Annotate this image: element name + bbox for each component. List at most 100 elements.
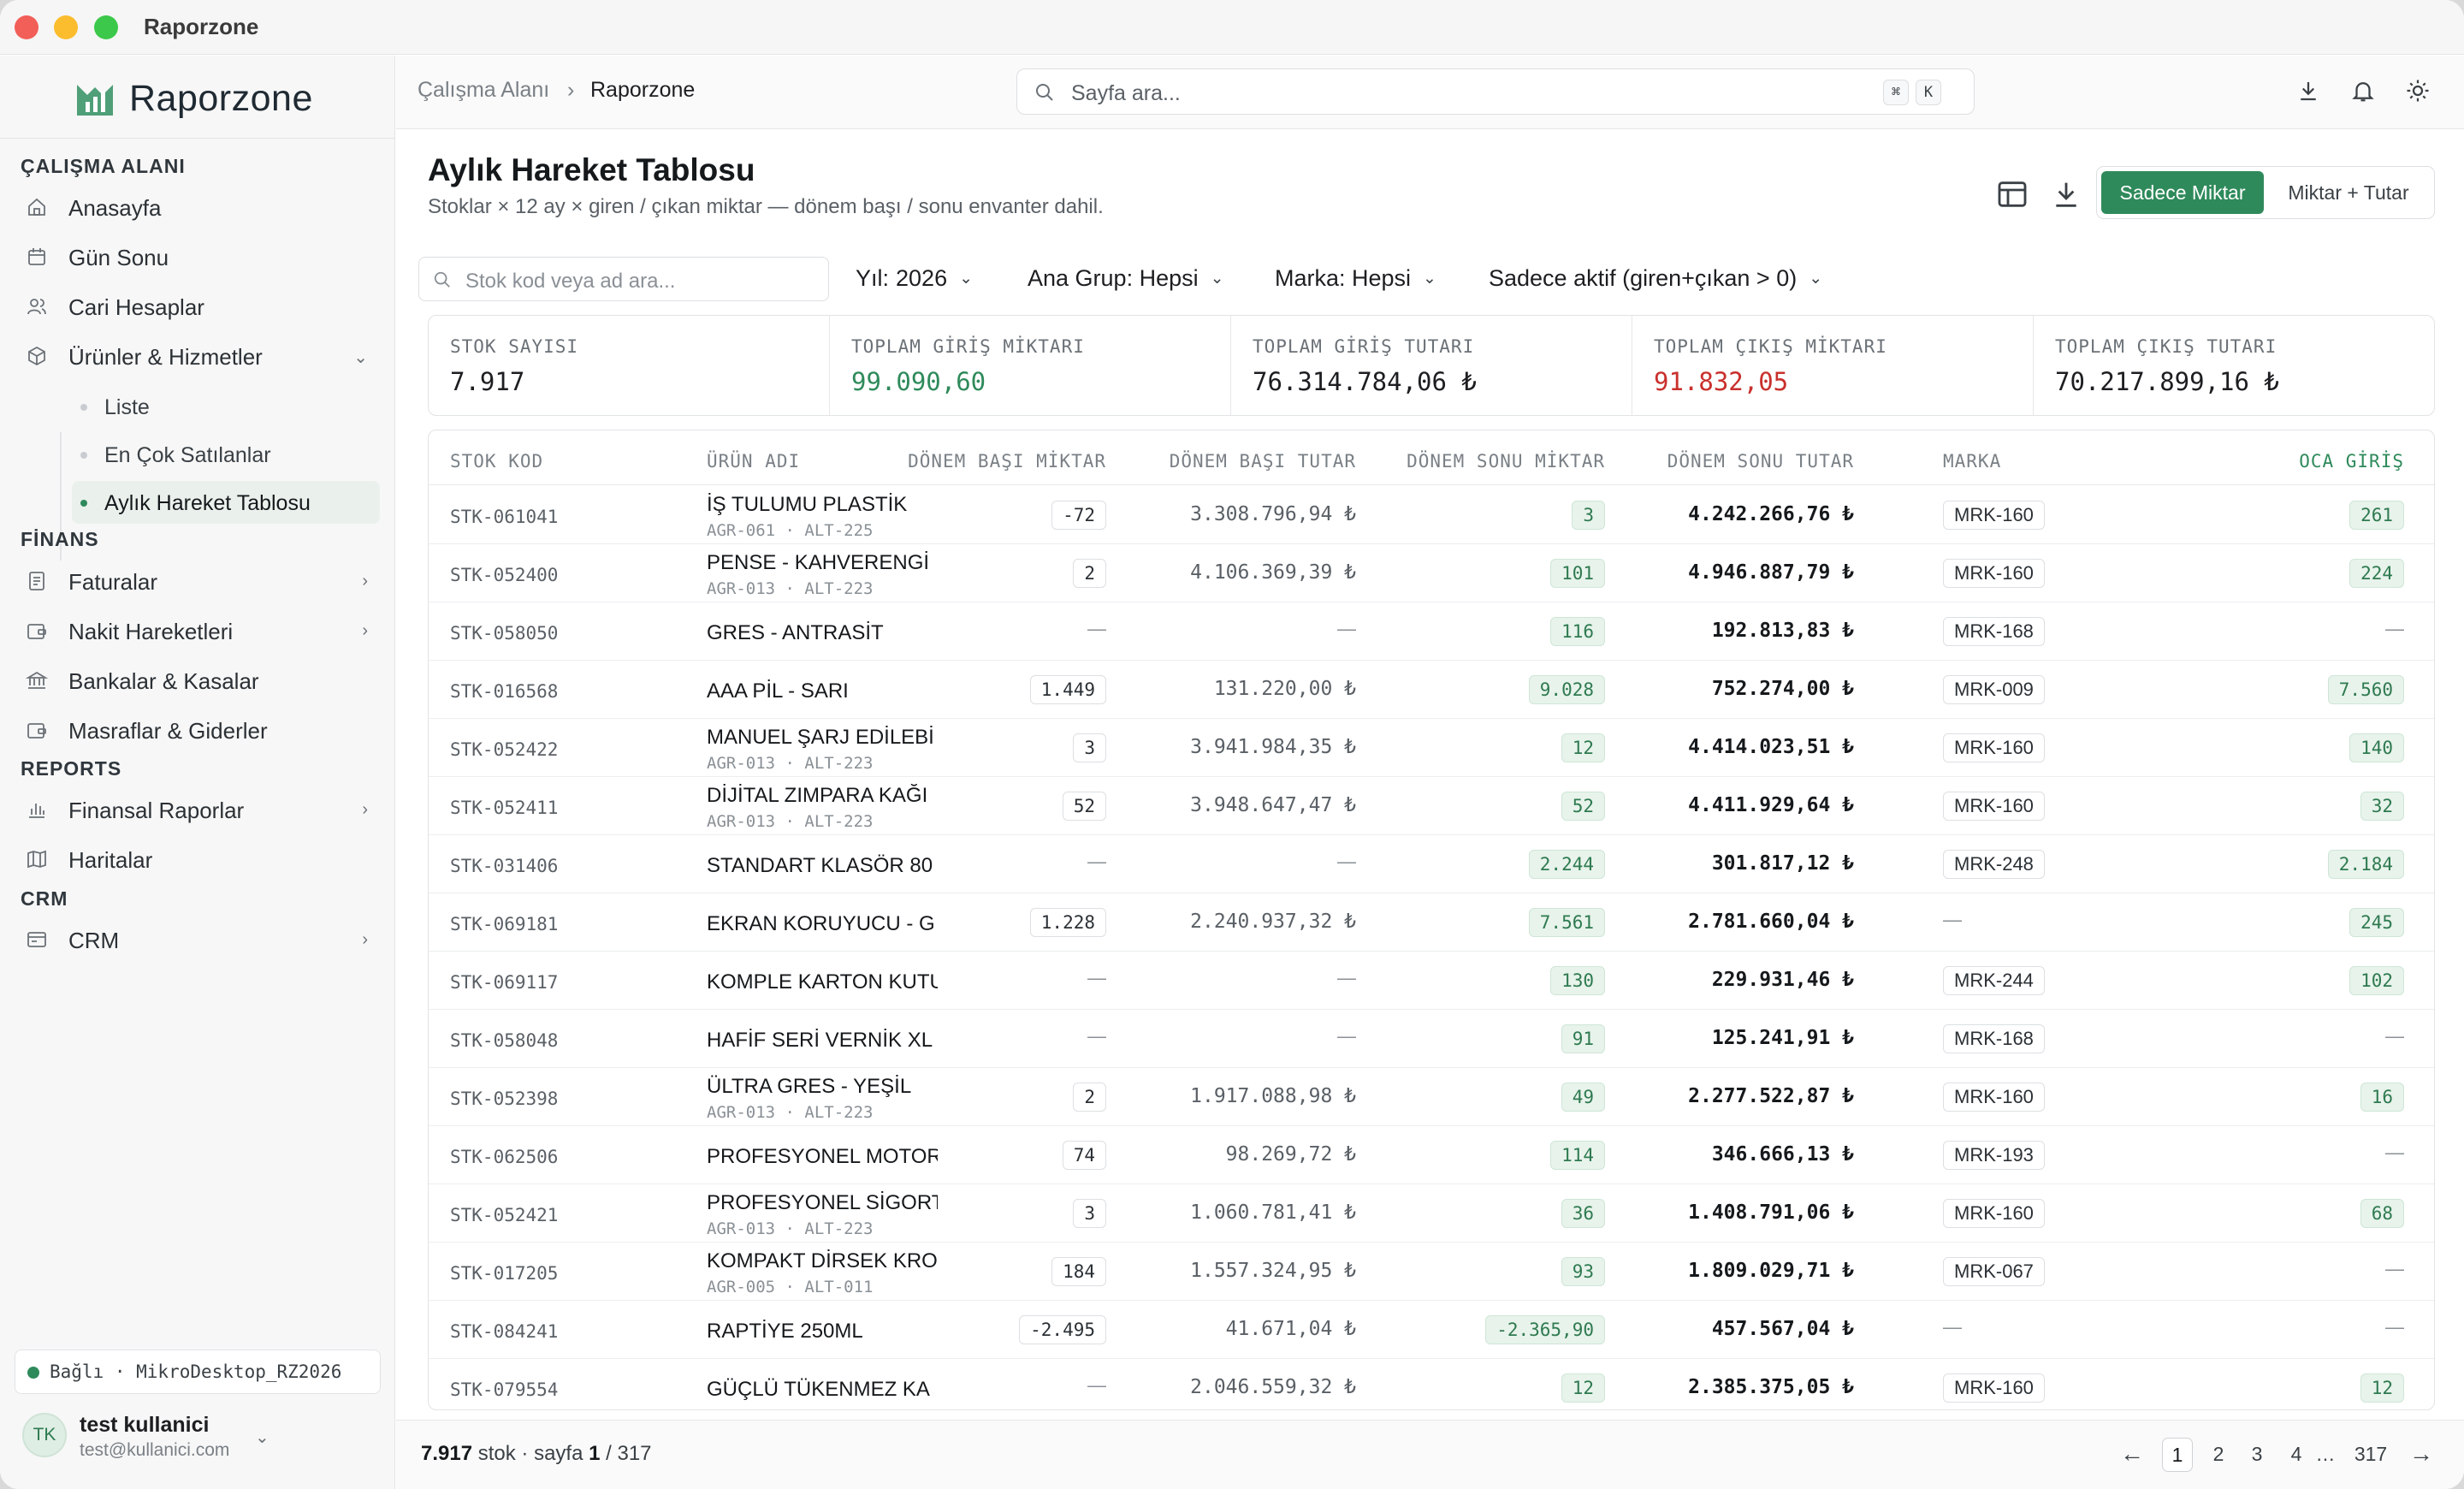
brand-badge: MRK-168 — [1943, 1024, 2045, 1053]
quantity-amount-button[interactable]: Miktar + Tutar — [2288, 181, 2409, 204]
brand-badge: MRK-160 — [1943, 792, 2045, 821]
sidebar-item-crm[interactable]: CRM › — [14, 918, 382, 961]
table-row[interactable]: STK-061041 İŞ TULUMU PLASTİK AGR-061 · ALT… — [429, 486, 2434, 544]
end-amount: 301.817,12 ₺ — [1711, 852, 1854, 875]
sidebar-item-home[interactable]: Anasayfa — [14, 186, 382, 228]
stock-code: STK-058050 — [450, 623, 559, 644]
wallet-icon — [27, 723, 46, 739]
theme-toggle-icon[interactable] — [2405, 78, 2431, 104]
table-row[interactable]: STK-058050 GRES - ANTRASİT — — 116 192.813,83… — [429, 602, 2434, 661]
page-number-button[interactable]: 3 — [2251, 1443, 2263, 1465]
sidebar-item-dayend[interactable]: Gün Sonu — [14, 235, 382, 278]
start-amount-empty: — — [1337, 1025, 1356, 1047]
product-group-meta: AGR-013 · ALT-223 — [707, 1219, 874, 1238]
chevron-right-icon: › — [362, 800, 368, 819]
col-header-start-qty[interactable]: DÖNEM BAŞI MİKTAR — [908, 451, 1106, 472]
sidebar-item-accounts[interactable]: Cari Hesaplar — [14, 285, 382, 328]
group-filter-label: Ana Grup: Hepsi — [1028, 265, 1199, 291]
page-number-button[interactable]: 4 — [2290, 1443, 2302, 1465]
table-row[interactable]: STK-062506 PROFESYONEL MOTOR 74 98.269,72 ₺… — [429, 1126, 2434, 1184]
start-qty: 2 — [1073, 559, 1106, 588]
col-header-end-amount[interactable]: DÖNEM SONU TUTAR — [1667, 451, 1854, 472]
user-name[interactable]: test kullanici — [80, 1413, 210, 1437]
end-qty: 12 — [1561, 733, 1605, 762]
group-filter[interactable]: Ana Grup: Hepsi ⌄ — [1028, 265, 1224, 292]
next-page-button[interactable]: → — [2409, 1440, 2433, 1467]
breadcrumb-workspace[interactable]: Çalışma Alanı — [418, 78, 550, 102]
table-view-icon[interactable] — [1995, 177, 2029, 211]
download-icon[interactable] — [2295, 78, 2321, 104]
brand-badge: MRK-160 — [1943, 1373, 2045, 1403]
table-row[interactable]: STK-016568 AAA PİL - SARI 1.449 131.220,00 … — [429, 661, 2434, 719]
col-header-code[interactable]: STOK KOD — [450, 451, 544, 472]
sidebar-item-label: Cari Hesaplar — [68, 294, 204, 320]
stat-card: TOPLAM GİRİŞ MİKTARI 99.090,60 — [830, 316, 1231, 415]
sidebar-item-expenses[interactable]: Masraflar & Giderler — [14, 709, 382, 751]
sidebar-item-cash[interactable]: Nakit Hareketleri › — [14, 609, 382, 652]
table-row[interactable]: STK-069117 KOMPLE KARTON KUTU — — 130 229.931… — [429, 952, 2434, 1010]
sidebar-item-label: Masraflar & Giderler — [68, 718, 268, 744]
chevron-down-icon[interactable]: ⌄ — [255, 1428, 270, 1447]
sidebar-item-invoices[interactable]: Faturalar › — [14, 560, 382, 602]
sidebar-subitem-bestsellers[interactable]: En Çok Satılanlar — [72, 433, 380, 476]
bullet-icon — [80, 500, 87, 507]
year-filter[interactable]: Yıl: 2026 ⌄ — [856, 265, 973, 292]
sidebar-item-finrep[interactable]: Finansal Raporlar › — [14, 788, 382, 831]
table-row[interactable]: STK-058048 HAFİF SERİ VERNİK XL — — 91 125.24… — [429, 1010, 2434, 1068]
jan-in-qty: 261 — [2349, 501, 2404, 530]
chevron-right-icon: › — [362, 930, 368, 949]
quantity-only-button[interactable]: Sadece Miktar — [2101, 171, 2264, 214]
table-row[interactable]: STK-017205 KOMPAKT DİRSEK KRO AGR-005 · AL… — [429, 1243, 2434, 1301]
table-row[interactable]: STK-052421 PROFESYONEL SİGORT AGR-013 · AL… — [429, 1184, 2434, 1243]
sidebar-item-label: Nakit Hareketleri — [68, 619, 234, 644]
end-qty: 2.244 — [1528, 850, 1605, 879]
start-qty: 1.449 — [1029, 675, 1106, 704]
col-header-brand[interactable]: MARKA — [1943, 451, 2002, 472]
bell-icon[interactable] — [2350, 78, 2376, 104]
table-row[interactable]: STK-069181 EKRAN KORUYUCU - G 1.228 2.240.9… — [429, 893, 2434, 952]
sidebar-item-maps[interactable]: Haritalar — [14, 838, 382, 881]
jan-in-qty: 102 — [2349, 966, 2404, 995]
export-download-icon[interactable] — [2049, 177, 2083, 211]
chevron-down-icon: ⌄ — [1423, 270, 1436, 288]
col-header-start-amount[interactable]: DÖNEM BAŞI TUTAR — [1169, 451, 1356, 472]
active-filter[interactable]: Sadece aktif (giren+çıkan > 0) ⌄ — [1489, 265, 1822, 292]
page-number-button[interactable]: 317 — [2354, 1443, 2388, 1465]
table-row[interactable]: STK-052398 ÜLTRA GRES - YEŞİL AGR-013 · AL… — [429, 1068, 2434, 1126]
brand-empty: — — [1943, 1316, 1962, 1338]
table-row[interactable]: STK-052400 PENSE - KAHVERENGİ AGR-013 · AL… — [429, 544, 2434, 602]
table-row[interactable]: STK-084241 RAPTİYE 250ML -2.495 41.671,04 ₺… — [429, 1301, 2434, 1359]
sidebar-item-products[interactable]: Ürünler & Hizmetler ⌄ — [14, 335, 382, 377]
stock-search-input[interactable]: Stok kod veya ad ara... — [418, 257, 829, 301]
table-row[interactable]: STK-052422 MANUEL ŞARJ EDİLEBİ AGR-013 · A… — [429, 719, 2434, 777]
close-window-button[interactable] — [15, 15, 38, 39]
prev-page-button[interactable]: ← — [2120, 1440, 2144, 1467]
sidebar-subitem-monthly[interactable]: Aylık Hareket Tablosu — [72, 481, 380, 524]
col-header-end-qty[interactable]: DÖNEM SONU MİKTAR — [1407, 451, 1605, 472]
product-name: ÜLTRA GRES - YEŞİL — [707, 1075, 912, 1098]
breadcrumb-separator: › — [567, 78, 575, 102]
brand-filter[interactable]: Marka: Hepsi ⌄ — [1275, 265, 1436, 292]
table-row[interactable]: STK-031406 STANDART KLASÖR 80 — — 2.244 301.8… — [429, 835, 2434, 893]
page-number-button[interactable]: 2 — [2212, 1443, 2224, 1465]
jan-in-empty: — — [2385, 1316, 2404, 1338]
product-name: GÜÇLÜ TÜKENMEZ KA — [707, 1378, 930, 1401]
avatar[interactable]: TK — [22, 1413, 67, 1457]
end-amount: 2.277.522,87 ₺ — [1688, 1085, 1854, 1107]
page-search-input[interactable]: Sayfa ara... ⌘ K — [1016, 68, 1975, 115]
col-header-name[interactable]: ÜRÜN ADI — [707, 451, 801, 472]
table-row[interactable]: STK-052411 DİJİTAL ZIMPARA KAĞI AGR-013 · … — [429, 777, 2434, 835]
zoom-window-button[interactable] — [94, 15, 118, 39]
sidebar-subitem-list[interactable]: Liste — [72, 385, 380, 428]
jan-in-qty: 12 — [2360, 1373, 2404, 1403]
stock-code: STK-079554 — [450, 1379, 559, 1400]
sidebar-item-banks[interactable]: Bankalar & Kasalar — [14, 659, 382, 702]
minimize-window-button[interactable] — [54, 15, 78, 39]
col-header-jan-in[interactable]: OCA GİRİŞ — [2299, 451, 2404, 472]
page-number-button[interactable]: 1 — [2162, 1438, 2193, 1472]
stock-code: STK-062506 — [450, 1147, 559, 1167]
end-amount: 4.411.929,64 ₺ — [1688, 794, 1854, 816]
page-title: Aylık Hareket Tablosu — [428, 152, 755, 187]
table-row[interactable]: STK-079554 GÜÇLÜ TÜKENMEZ KA — 2.046.559,32… — [429, 1359, 2434, 1409]
end-amount: 346.666,13 ₺ — [1711, 1143, 1854, 1166]
